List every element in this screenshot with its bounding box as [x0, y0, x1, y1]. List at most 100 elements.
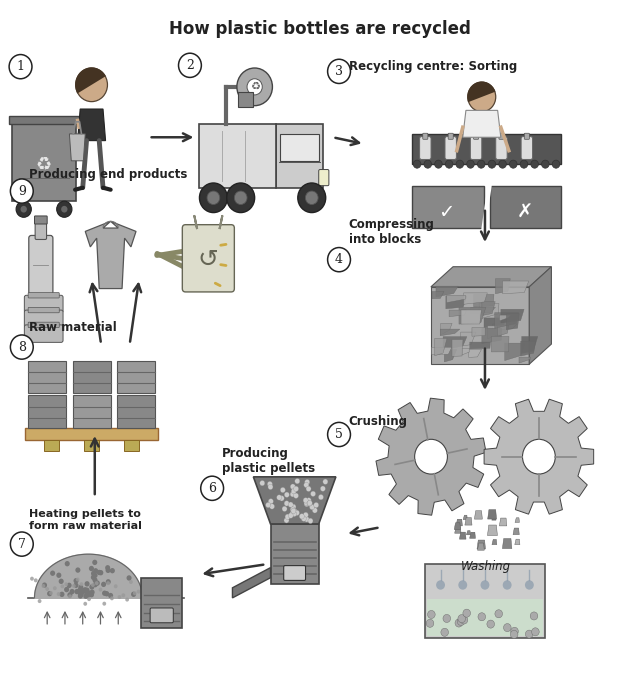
Circle shape: [298, 183, 326, 213]
Polygon shape: [436, 286, 458, 297]
Text: ↺: ↺: [198, 247, 219, 271]
FancyBboxPatch shape: [445, 136, 456, 159]
Polygon shape: [492, 540, 497, 544]
Circle shape: [50, 570, 55, 576]
Circle shape: [502, 580, 511, 590]
FancyBboxPatch shape: [420, 136, 431, 159]
Circle shape: [64, 587, 69, 593]
Circle shape: [294, 510, 300, 515]
FancyBboxPatch shape: [84, 440, 99, 451]
FancyBboxPatch shape: [28, 293, 60, 298]
Circle shape: [319, 494, 323, 500]
Circle shape: [312, 508, 317, 513]
Text: Crushing: Crushing: [349, 415, 408, 428]
Circle shape: [89, 566, 94, 571]
Circle shape: [64, 582, 68, 586]
Circle shape: [106, 581, 110, 585]
Polygon shape: [499, 518, 507, 526]
Polygon shape: [431, 266, 552, 287]
Circle shape: [234, 191, 247, 205]
Circle shape: [53, 586, 57, 591]
Circle shape: [323, 479, 328, 484]
FancyBboxPatch shape: [284, 565, 305, 580]
Circle shape: [102, 591, 107, 596]
Circle shape: [87, 597, 91, 601]
FancyBboxPatch shape: [28, 395, 66, 428]
Polygon shape: [479, 304, 499, 319]
Polygon shape: [470, 342, 490, 349]
Circle shape: [295, 479, 300, 484]
Circle shape: [30, 577, 34, 580]
Circle shape: [74, 578, 79, 584]
Circle shape: [84, 588, 89, 593]
Polygon shape: [502, 538, 512, 549]
Polygon shape: [474, 294, 494, 307]
Circle shape: [227, 183, 255, 213]
Circle shape: [16, 201, 31, 217]
Circle shape: [78, 591, 83, 597]
Circle shape: [200, 183, 227, 213]
Circle shape: [106, 579, 111, 584]
Polygon shape: [502, 281, 529, 294]
Polygon shape: [431, 287, 529, 364]
Text: 3: 3: [335, 65, 343, 78]
Polygon shape: [444, 350, 457, 362]
Text: 8: 8: [18, 340, 26, 353]
FancyBboxPatch shape: [28, 361, 66, 393]
Circle shape: [61, 206, 67, 213]
Circle shape: [290, 511, 295, 516]
Circle shape: [305, 479, 310, 485]
Circle shape: [76, 68, 108, 102]
Polygon shape: [474, 511, 483, 519]
Circle shape: [83, 602, 87, 606]
Circle shape: [70, 589, 75, 594]
Text: 7: 7: [18, 538, 26, 551]
Circle shape: [105, 565, 110, 570]
Polygon shape: [488, 525, 497, 536]
FancyBboxPatch shape: [24, 296, 63, 313]
Circle shape: [114, 584, 118, 589]
Polygon shape: [253, 477, 336, 524]
Polygon shape: [462, 348, 470, 355]
Circle shape: [88, 591, 93, 597]
Circle shape: [83, 589, 88, 594]
Circle shape: [291, 484, 295, 490]
Polygon shape: [446, 296, 467, 308]
Polygon shape: [506, 314, 519, 330]
Circle shape: [282, 506, 287, 511]
Circle shape: [306, 486, 311, 492]
Circle shape: [179, 53, 202, 77]
Circle shape: [127, 575, 132, 580]
Circle shape: [541, 160, 549, 168]
Circle shape: [92, 560, 97, 565]
Circle shape: [20, 206, 27, 213]
Circle shape: [308, 518, 313, 523]
Circle shape: [552, 160, 560, 168]
Text: 2: 2: [186, 59, 194, 72]
FancyBboxPatch shape: [35, 222, 47, 239]
Circle shape: [525, 630, 533, 638]
Circle shape: [92, 578, 97, 582]
Circle shape: [61, 584, 64, 589]
Text: 6: 6: [208, 482, 216, 495]
FancyBboxPatch shape: [428, 599, 543, 635]
Text: 9: 9: [18, 184, 26, 197]
Circle shape: [522, 439, 556, 474]
Circle shape: [307, 500, 312, 506]
Circle shape: [131, 592, 136, 597]
Circle shape: [74, 582, 79, 588]
Circle shape: [93, 573, 97, 578]
FancyBboxPatch shape: [25, 428, 158, 440]
Circle shape: [99, 570, 103, 576]
Circle shape: [304, 500, 309, 506]
Circle shape: [72, 584, 76, 588]
Polygon shape: [497, 325, 509, 336]
Circle shape: [284, 492, 289, 498]
FancyBboxPatch shape: [200, 124, 276, 188]
Polygon shape: [465, 517, 472, 525]
Polygon shape: [452, 340, 463, 357]
Circle shape: [304, 517, 309, 522]
Text: Washing: Washing: [461, 559, 511, 572]
Polygon shape: [495, 313, 518, 328]
Circle shape: [67, 592, 72, 597]
